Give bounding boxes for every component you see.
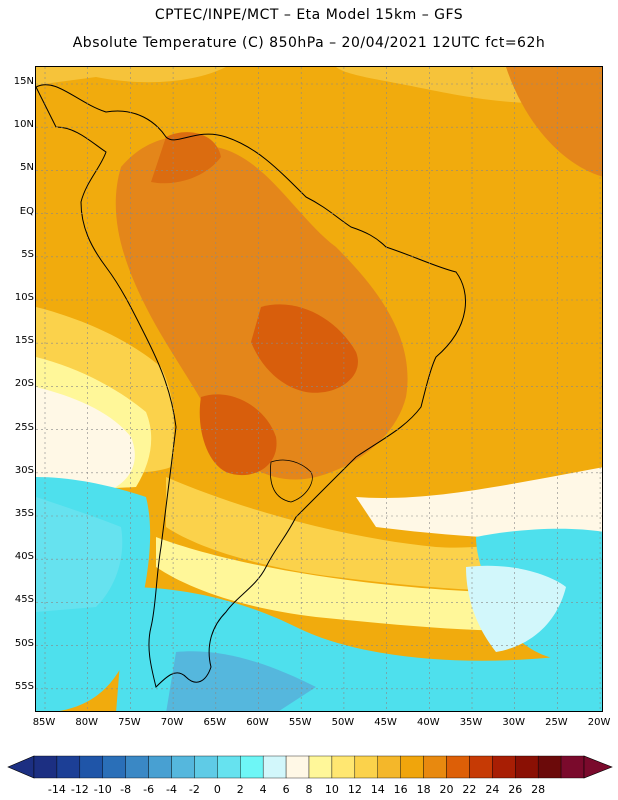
colorbar-label: -14: [47, 783, 66, 796]
colorbar-label: 4: [259, 783, 267, 796]
colorbar-swatch-21: [515, 755, 539, 779]
field-cold-southeast-pale: [466, 565, 566, 652]
field-hot-core-south: [199, 394, 277, 476]
colorbar-label: 28: [531, 783, 546, 796]
colorbar-label: 8: [305, 783, 313, 796]
colorbar-swatch-16: [400, 755, 424, 779]
uruguay-outline: [269, 459, 313, 503]
colorbar-swatch-5: [148, 755, 172, 779]
colorbar-swatch-7: [194, 755, 218, 779]
colorbar-swatch-10: [262, 755, 287, 779]
colorbar-swatch-8: [217, 755, 241, 779]
lon-tick-65w: 65W: [203, 717, 227, 728]
lat-tick-40s: 40S: [14, 551, 34, 563]
lat-tick-5s: 5S: [21, 248, 34, 260]
colorbar-swatch-1: [56, 755, 81, 779]
colorbar-label: -4: [166, 783, 177, 796]
colorbar-label: 10: [324, 783, 339, 796]
colorbar-swatch-23: [560, 755, 585, 779]
colorbar-label: 20: [439, 783, 454, 796]
field-cold-patagonia: [166, 651, 316, 711]
title-line-2: Absolute Temperature (C) 850hPa – 20/04/…: [72, 35, 546, 51]
lat-tick-45s: 45S: [14, 594, 34, 606]
colorbar-swatch-15: [377, 755, 401, 779]
colorbar-swatch-4: [125, 755, 149, 779]
lat-tick-10s: 10S: [14, 292, 34, 303]
field-hot-core-east: [251, 304, 358, 393]
colorbar-arrow-low: [7, 755, 35, 779]
coastline: [36, 84, 466, 688]
colorbar-swatch-20: [492, 755, 516, 779]
lon-tick-50w: 50W: [331, 717, 355, 728]
colorbar-label: 6: [282, 783, 290, 796]
colorbar-label: 26: [508, 783, 523, 796]
lat-tick-10n: 10N: [13, 119, 34, 131]
colorbar-label: -2: [188, 783, 200, 796]
lat-tick-5n: 5N: [20, 162, 34, 174]
field-cold-southwest-light: [36, 497, 123, 612]
colorbar-swatch-22: [537, 755, 562, 779]
lat-tick-50s: 50S: [14, 637, 34, 649]
lon-tick-30w: 30W: [502, 717, 525, 728]
colorbar-label: 2: [236, 783, 244, 796]
colorbar-swatch-9: [240, 755, 264, 779]
colorbar-swatch-12: [308, 755, 333, 779]
lat-tick-eq: EQ: [19, 205, 34, 217]
colorbar-label: -6: [143, 783, 155, 796]
lon-tick-70w: 70W: [160, 717, 184, 728]
map-frame: [35, 66, 603, 712]
lat-tick-35s: 35S: [14, 508, 34, 519]
colorbar-swatch-17: [423, 755, 447, 779]
field-warm-northeast: [506, 67, 602, 177]
colorbar-label: 22: [462, 783, 477, 796]
field-warm-north: [151, 132, 221, 184]
colorbar-swatch-6: [171, 755, 195, 779]
colorbar-label: 16: [393, 783, 408, 796]
lon-tick-85w: 85W: [32, 717, 56, 728]
color-scale-bar: [7, 755, 613, 779]
colorbar-swatch-3: [102, 755, 126, 779]
field-south-cream: [356, 467, 602, 539]
colorbar-swatch-0: [33, 755, 58, 779]
colorbar-swatch-19: [469, 755, 493, 779]
colorbar-label: 18: [416, 783, 431, 796]
colorbar-swatch-13: [331, 755, 356, 779]
lat-tick-15n: 15N: [13, 76, 34, 87]
lon-tick-75w: 75W: [118, 717, 141, 728]
colorbar-swatch-14: [354, 755, 378, 779]
colorbar-label: -10: [93, 783, 112, 796]
title-line-1: CPTEC/INPE/MCT – Eta Model 15km – GFS: [154, 7, 464, 23]
lat-tick-55s: 55S: [14, 680, 34, 692]
temperature-map: [36, 67, 602, 711]
colorbar-label: -8: [120, 783, 132, 796]
colorbar-label: 12: [347, 783, 362, 796]
colorbar-label: 24: [485, 783, 500, 796]
lon-tick-45w: 45W: [374, 717, 397, 728]
lon-tick-20w: 20W: [587, 717, 611, 728]
lat-tick-20s: 20S: [14, 378, 34, 390]
lat-tick-30s: 30S: [14, 464, 34, 476]
field-west-cream: [36, 387, 135, 492]
field-northwest-yellow: [36, 67, 226, 85]
lat-tick-15s: 15S: [14, 335, 34, 347]
colorbar-swatch-2: [79, 755, 103, 779]
colorbar-swatch-18: [446, 755, 470, 779]
lon-tick-35w: 35W: [459, 717, 483, 728]
colorbar-label: 0: [213, 783, 221, 796]
lat-tick-25s: 25S: [14, 421, 34, 433]
lon-tick-55w: 55W: [288, 717, 312, 728]
lon-tick-40w: 40W: [416, 717, 440, 728]
lon-tick-25w: 25W: [545, 717, 568, 728]
colorbar-label: -12: [70, 783, 89, 796]
colorbar-arrow-high: [583, 755, 613, 779]
lon-tick-80w: 80W: [75, 717, 98, 728]
colorbar-swatch-11: [285, 755, 310, 779]
colorbar-label: 14: [370, 783, 385, 796]
lon-tick-60w: 60W: [246, 717, 269, 728]
